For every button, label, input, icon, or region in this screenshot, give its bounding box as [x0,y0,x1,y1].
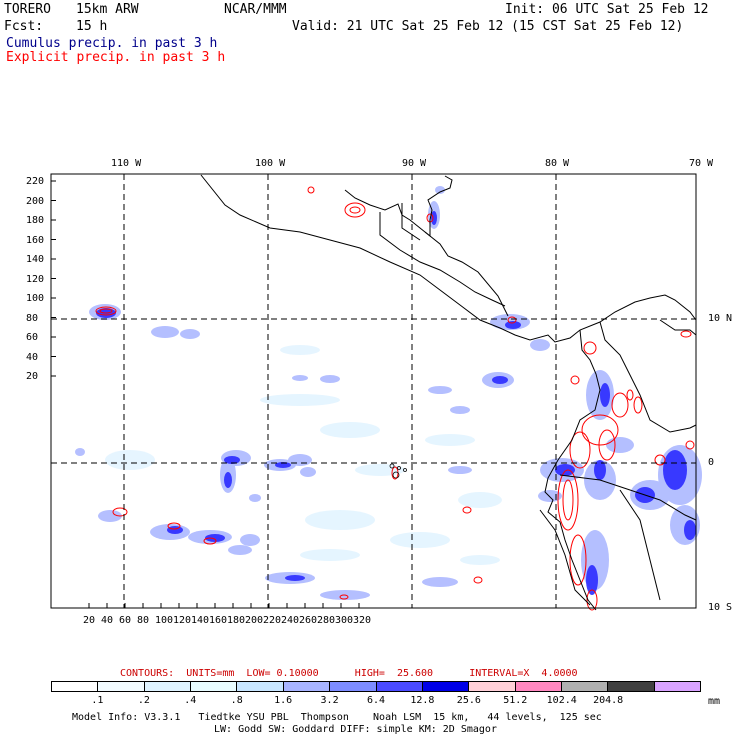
lat-label-0: 0 [708,457,715,468]
colorbar-swatch [608,682,655,691]
colorbar-swatch [654,682,701,691]
colorbar-swatch [515,682,562,691]
colorbar-swatch [191,682,238,691]
precip-colorbar [51,681,701,692]
colorbar-tick-label: .4 [184,695,197,706]
x-axis-ticks [88,603,360,608]
x-tick-label: 160 [209,615,228,626]
x-tick-label: 280 [317,615,336,626]
y-tick-label: 120 [26,273,45,285]
latlon-grid [51,174,696,608]
model-info-line: Model Info: V3.3.1 Tiedtke YSU PBL Thomp… [72,712,602,723]
colorbar-swatch [376,682,423,691]
model-name: TORERO [4,2,51,17]
colorbar-swatch [469,682,516,691]
lon-label-90w: 90 W [402,158,427,169]
colorbar-tick-label: 1.6 [274,695,293,706]
colorbar-tick-label: 25.6 [456,695,481,706]
y-axis-ticks [51,180,56,377]
y-tick-label: 180 [26,215,45,226]
y-tick-label: 60 [26,332,39,343]
forecast-hour: 15 h [76,19,108,34]
y-tick-label: 140 [26,254,45,265]
colorbar-tick-label: 51.2 [503,695,528,706]
colorbar-labels: .1 .2 .4 .8 1.6 3.2 6.4 12.8 25.6 51.2 102.4 204.8 [51,695,701,707]
y-tick-label: 220 [26,176,45,187]
valid-time: Valid: 21 UTC Sat 25 Feb 12 (15 CST Sat … [292,19,684,34]
colorbar-swatch [237,682,284,691]
y-tick-label: 40 [26,351,39,363]
y-tick-label: 20 [26,371,39,382]
colorbar-swatch [283,682,331,691]
legend-cumulus: Cumulus precip. in past 3 h [6,36,218,51]
x-tick-label: 200 [245,615,264,626]
lon-label-100w: 100 W [255,158,286,169]
y-tick-label: 100 [26,293,45,304]
forecast-label: Fcst: [4,19,44,34]
colorbar-tick-label: 204.8 [593,695,624,706]
legend-explicit: Explicit precip. in past 3 h [6,50,226,65]
y-tick-label: 200 [26,195,45,207]
x-tick-label: 180 [227,615,246,626]
x-tick-label: 300 [335,615,354,626]
x-tick-label: 60 [119,615,132,626]
x-tick-label: 220 [263,615,282,626]
colorbar-swatch [422,682,470,691]
resolution-label: 15km ARW [76,2,139,17]
colorbar-tick-label: 12.8 [410,695,435,706]
colorbar-tick-label: 3.2 [320,695,339,706]
colorbar-unit: mm [708,696,721,707]
colorbar-swatch [561,682,609,691]
galapagos-islands [389,463,407,479]
x-tick-label: 240 [281,615,300,626]
x-tick-label: 20 [83,615,96,626]
colorbar-tick-label: .2 [137,695,150,706]
org-label: NCAR/MMM [224,2,287,17]
colorbar-tick-label: .1 [91,695,104,706]
x-tick-label: 140 [191,615,210,626]
x-tick-label: 80 [137,615,150,626]
x-tick-label: 260 [299,615,318,626]
lon-label-70w: 70 W [689,158,714,169]
lon-label-110w: 110 W [111,158,142,169]
cumulus-precip-field [75,186,702,600]
map-frame [50,173,697,609]
x-tick-label: 320 [353,615,372,626]
colorbar-swatch [98,682,145,691]
lat-label-10n: 10 N [708,313,733,324]
colorbar-swatch [144,682,192,691]
colorbar-swatch [52,682,99,691]
colorbar-tick-label: .8 [230,695,243,706]
contours-info: CONTOURS: UNITS=mm LOW= 0.10000 HIGH= 25… [120,668,578,679]
physics-info-line: LW: Godd SW: Goddard DIFF: simple KM: 2D… [214,724,497,735]
colorbar-tick-label: 6.4 [366,695,386,706]
x-tick-label: 100 [155,615,174,626]
x-tick-label: 40 [101,615,114,626]
y-tick-label: 80 [26,312,39,324]
x-tick-label: 120 [173,615,192,626]
lon-label-80w: 80 W [545,158,570,169]
coastlines [200,174,697,611]
y-tick-label: 160 [26,234,45,246]
colorbar-swatch [330,682,377,691]
colorbar-tick-label: 102.4 [546,695,577,706]
init-time: Init: 06 UTC Sat 25 Feb 12 [505,2,709,17]
lat-label-10s: 10 S [708,602,733,613]
